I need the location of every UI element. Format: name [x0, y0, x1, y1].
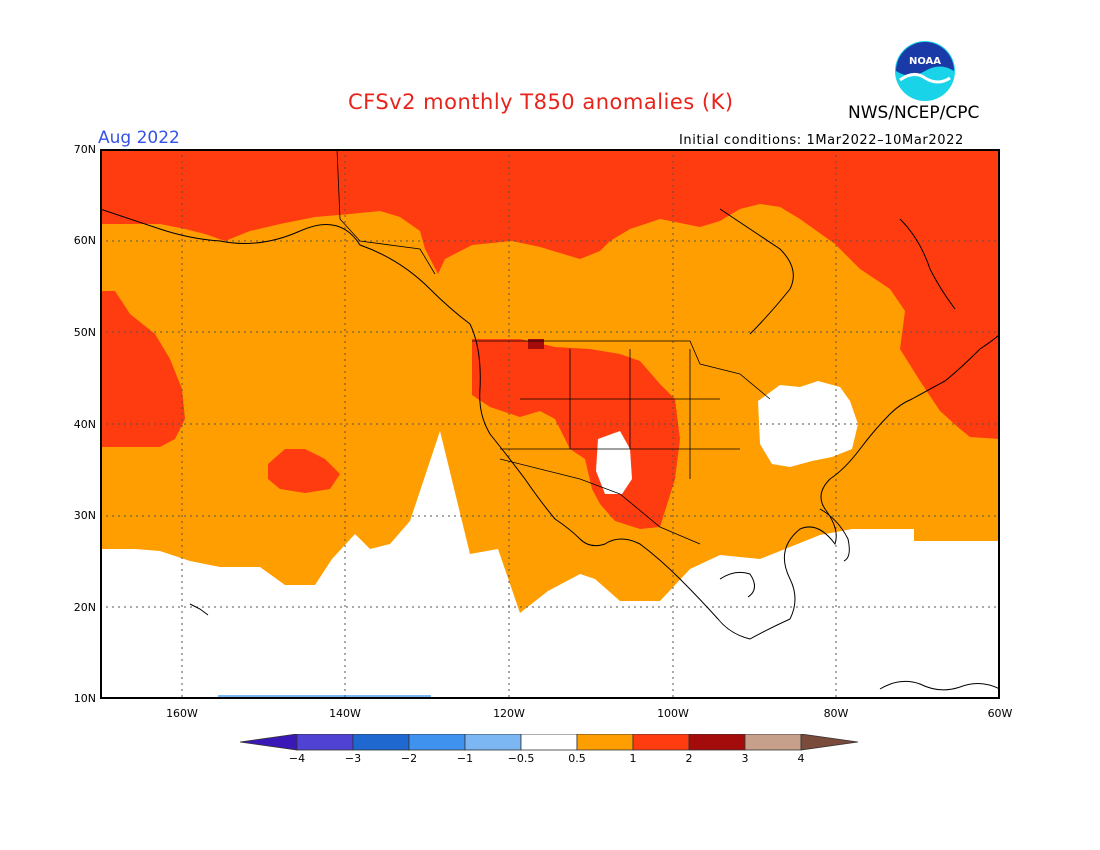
lat-label-20n: 20N [73, 601, 96, 614]
anomaly-region-dark [528, 339, 544, 349]
political-boundaries [336, 149, 771, 545]
lat-label-70n: 70N [73, 143, 96, 156]
color-bar-tick: −4 [288, 752, 306, 765]
color-bar-bin [744, 734, 802, 751]
valid-month: Aug 2022 [98, 128, 180, 148]
chart-title: CFSv2 monthly T850 anomalies (K) [348, 90, 734, 114]
map-frame [100, 149, 1000, 699]
color-bar-bin [520, 734, 578, 751]
coastlines [100, 208, 1000, 691]
color-bar-tick: 0.5 [568, 752, 586, 765]
color-bar-bin [632, 734, 690, 751]
lat-label-50n: 50N [73, 326, 96, 339]
color-bar-tick: 3 [741, 752, 749, 765]
color-bar-low-arrow [240, 734, 298, 751]
lon-label-160w: 160W [166, 707, 198, 720]
anomaly-region-none-southwest [596, 431, 632, 494]
color-bar [240, 734, 859, 751]
color-bar-bin [296, 734, 354, 751]
noaa-logo: NOAA [894, 40, 956, 102]
anomaly-region-blue [218, 695, 431, 698]
anomaly-region-mid-west [100, 291, 185, 447]
color-bar-bin [464, 734, 522, 751]
lon-label-60w: 60W [987, 707, 1013, 720]
color-bar-tick: 4 [797, 752, 805, 765]
agency-label: NWS/NCEP/CPC [848, 103, 980, 123]
color-bar-high-arrow [800, 734, 859, 751]
color-bar-bin [688, 734, 746, 751]
lat-label-30n: 30N [73, 509, 96, 522]
lat-label-60n: 60N [73, 234, 96, 247]
color-bar-bin [408, 734, 466, 751]
anomaly-region-mid-small [268, 449, 340, 493]
color-bar-tick: 2 [685, 752, 693, 765]
color-bar-tick: −0.5 [507, 752, 535, 765]
anomaly-map [100, 149, 1000, 699]
color-bar-bin [352, 734, 410, 751]
lon-label-120w: 120W [493, 707, 525, 720]
color-bar-tick: −3 [344, 752, 362, 765]
color-bar-tick: 1 [629, 752, 637, 765]
lat-label-40n: 40N [73, 418, 96, 431]
lon-label-100w: 100W [657, 707, 689, 720]
lon-label-140w: 140W [329, 707, 361, 720]
anomaly-region-mid [100, 149, 1000, 439]
graticule [100, 149, 1000, 699]
lon-label-80w: 80W [823, 707, 849, 720]
initial-conditions: Initial conditions: 1Mar2022–10Mar2022 [679, 133, 964, 148]
color-bar-bin [576, 734, 634, 751]
noaa-logo-text: NOAA [909, 56, 941, 67]
color-bar-tick: −1 [456, 752, 474, 765]
color-bar-tick: −2 [400, 752, 418, 765]
lat-label-10n: 10N [73, 692, 96, 705]
